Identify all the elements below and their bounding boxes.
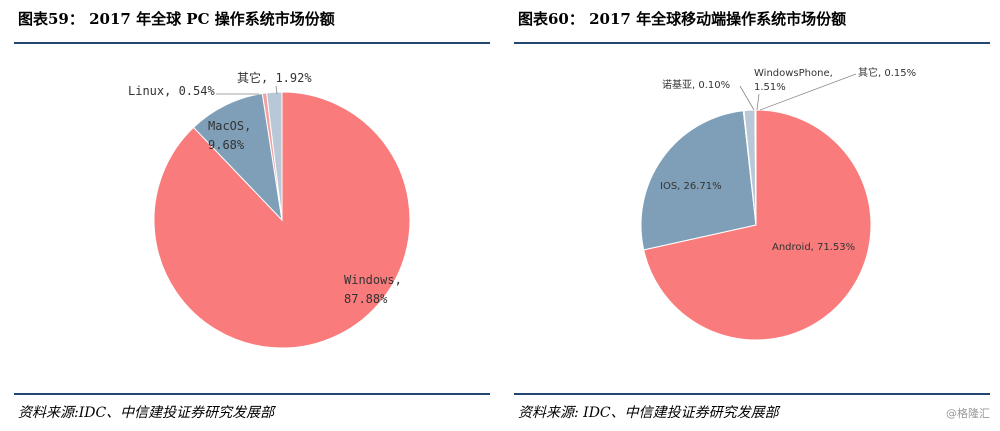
source-rule — [514, 393, 990, 395]
title-rule — [14, 42, 490, 44]
slice-label-android: Android, 71.53% — [772, 242, 855, 253]
leader-line — [756, 93, 760, 111]
leader-line — [739, 85, 755, 111]
source-rule — [14, 393, 490, 395]
pie-slice-macos — [192, 92, 283, 222]
source-note: 资料来源:IDC、中信建投证券研究发展部 — [18, 405, 275, 421]
pie-chart-pc-os: Windows, 87.88% MacOS, 9.68% Linux, 0.54% 其它,… — [128, 70, 411, 349]
slice-label-诺基亚: 诺基亚, 0.10% — [662, 78, 730, 91]
pie-slice-android — [643, 109, 872, 341]
slice-label-windows: Windows, 87.88% — [344, 273, 402, 306]
slice-label-windowsphone: WindowsPhone, 1.51% — [754, 68, 833, 93]
slice-label-linux: Linux, 0.54% — [128, 84, 215, 98]
figure-59: 图表59： 2017 年全球 PC 操作系统市场份额 Windows, 87.88… — [14, 0, 490, 431]
slice-label-其它: 其它, 0.15% — [858, 66, 916, 79]
title-rule — [514, 42, 990, 44]
figure-60: 图表60： 2017 年全球移动端操作系统市场份额 Android, 71.53… — [514, 0, 990, 431]
pie-slice-其它 — [266, 91, 283, 221]
pie-chart-mobile-os: Android, 71.53% IOS, 26.71% 诺基亚, 0.10% Wind… — [640, 66, 916, 341]
leader-line — [759, 73, 857, 111]
watermark: @格隆汇 — [946, 407, 990, 420]
slice-label-macos: MacOS, 9.68% — [208, 119, 251, 152]
leader-line — [275, 85, 278, 95]
source-note: 资料来源: IDC、中信建投证券研究发展部 — [518, 405, 779, 421]
pie-slice-ios — [640, 110, 757, 251]
slice-label-其它: 其它, 1.92% — [237, 70, 312, 85]
figure-title: 图表60： 2017 年全球移动端操作系统市场份额 — [518, 10, 847, 28]
slice-label-ios: IOS, 26.71% — [660, 181, 722, 192]
pie-slice-其它 — [754, 109, 757, 226]
figure-title: 图表59： 2017 年全球 PC 操作系统市场份额 — [18, 10, 335, 28]
